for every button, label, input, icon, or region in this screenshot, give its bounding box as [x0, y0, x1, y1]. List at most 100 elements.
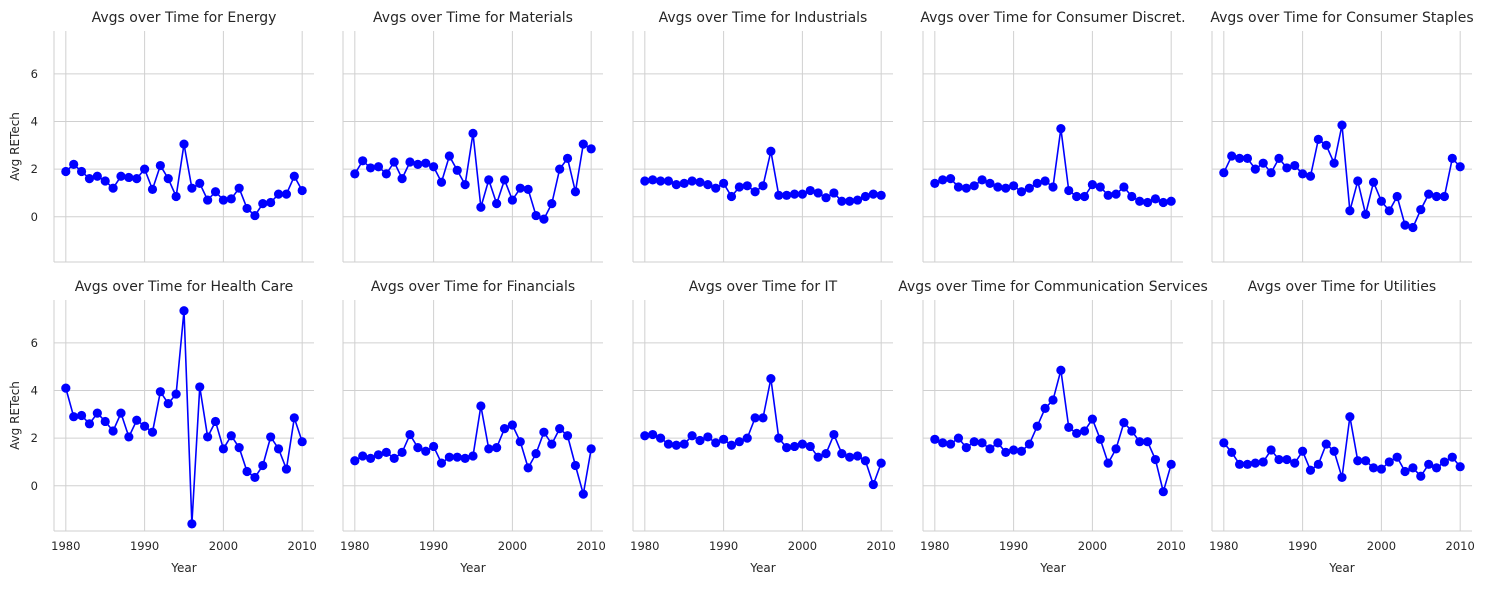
panel-5-data-point [1361, 209, 1371, 219]
panel-1-ylabel: Avg RETech [8, 112, 22, 181]
panel-5-data-point [1266, 168, 1276, 178]
panel-1-data-point [266, 197, 276, 208]
panel-5-data-point [1416, 205, 1426, 215]
panel-2-data-point [578, 139, 588, 149]
panel-5-data-point [1376, 196, 1386, 206]
panel-1-data-point [273, 189, 284, 199]
panel-8-data-point [734, 437, 744, 447]
panel-4-data-point [1158, 197, 1168, 208]
panel-1-data-point [84, 174, 95, 184]
panel-6-data-point [266, 432, 276, 442]
panel-1-data-point [187, 183, 197, 193]
panel-7-data-point [444, 452, 454, 462]
panel-10-data-point [1242, 459, 1253, 469]
panel-3-data-point [758, 181, 768, 191]
panel-6-data-point [171, 389, 181, 399]
panel-2-data-point [562, 153, 573, 164]
panel-1-data-point [250, 210, 260, 221]
panel-10-xtick-label: 2010 [1446, 539, 1475, 553]
panel-8-xlabel: Year [749, 561, 775, 575]
panel-1-data-point [195, 178, 205, 189]
panel-7-xtick-label: 2010 [577, 539, 606, 553]
panel-4-data-point [961, 183, 971, 193]
panel-10-data-point [1439, 457, 1450, 467]
panel-1-data-point [226, 194, 236, 204]
panel-4-data-point [1103, 190, 1113, 200]
panel-9-data-point [1095, 434, 1105, 444]
panel-7-data-point [515, 437, 525, 447]
panel-8-data-point [655, 433, 666, 443]
panel-9-data-point [1087, 414, 1097, 424]
panel-4-data-point [945, 174, 956, 184]
panel-10-data-point [1313, 459, 1323, 469]
panel-7-xlabel: Year [459, 561, 485, 575]
panel-3-data-point [813, 188, 823, 198]
panel-7-data-point [397, 447, 407, 458]
panel-5-data-point [1258, 158, 1268, 168]
panel-1-ytick-label: 2 [31, 162, 38, 176]
panel-10-data-point [1329, 446, 1339, 456]
panel-10-data-point [1266, 445, 1276, 455]
panel-6-data-point [108, 426, 118, 436]
panel-10-data-point [1274, 454, 1284, 465]
panel-8-data-point [679, 439, 689, 449]
panel-6-data-point [187, 519, 197, 529]
panel-7-data-point [586, 444, 596, 454]
panel-4-data-point [1032, 178, 1042, 189]
panel-2-data-point [436, 177, 447, 187]
panel-8-data-point [821, 449, 831, 459]
panel-7-data-point [381, 447, 391, 458]
panel-5-data-point [1250, 164, 1260, 174]
panel-5-data-point [1337, 120, 1347, 130]
panel-2-data-point [381, 169, 391, 179]
panel-10-data-point [1298, 446, 1308, 456]
panel-3-data-point [640, 176, 650, 186]
panel-3-data-point [648, 175, 658, 185]
panel-8-data-point [750, 413, 760, 423]
panel-8-data-point [868, 479, 878, 490]
panel-10-data-point [1305, 465, 1316, 475]
panel-1-ytick-label: 6 [31, 67, 38, 81]
panel-9-xtick-label: 2010 [1157, 539, 1186, 553]
panel-8-data-point [837, 449, 847, 459]
panel-8-data-point [695, 435, 705, 446]
panel-10-title: Avgs over Time for Utilities [1248, 279, 1436, 295]
panel-9-xtick-label: 2000 [1078, 539, 1107, 553]
panel-2-data-point [373, 162, 384, 172]
panel-9-data-point [1040, 403, 1050, 413]
panel-7-data-point [523, 463, 533, 473]
panel-10-data-point [1368, 463, 1379, 473]
panel-7-data-point [507, 420, 517, 430]
panel-6-data-point [273, 444, 284, 454]
panel-7-xtick-label: 2000 [498, 539, 527, 553]
panel-3-data-point [845, 196, 855, 206]
panel-6-data-point [132, 415, 142, 425]
panel-4-data-point [1087, 180, 1097, 190]
panel-2-data-point [507, 195, 517, 205]
panel-9-data-point [1158, 487, 1168, 497]
panel-9-data-point [1142, 437, 1153, 447]
panel-10-data-point [1345, 412, 1355, 422]
panel-1-data-point [163, 174, 173, 184]
panel-9-data-point [1016, 446, 1027, 456]
panel-7-data-point [350, 456, 360, 466]
panel-8-data-point [648, 429, 658, 440]
panel-4-data-point [1142, 197, 1153, 208]
panel-7-data-point [570, 460, 581, 471]
panel-6-data-point [281, 464, 292, 474]
panel-9-data-point [961, 443, 971, 453]
panel-7-data-point [562, 431, 573, 441]
panel-2-data-point [350, 169, 360, 179]
panel-8-xtick-label: 2010 [867, 539, 896, 553]
panel-4-data-point [1040, 176, 1050, 186]
panel-4-data-point [1111, 189, 1121, 199]
panel-9-data-point [969, 437, 979, 447]
panel-1-data-point [258, 199, 268, 209]
panel-7-data-point [499, 423, 510, 434]
panel-10-xtick-label: 1990 [1288, 539, 1317, 553]
panel-8-data-point [671, 440, 681, 450]
panel-2-data-point [523, 184, 533, 194]
panel-7-data-point [555, 423, 565, 434]
